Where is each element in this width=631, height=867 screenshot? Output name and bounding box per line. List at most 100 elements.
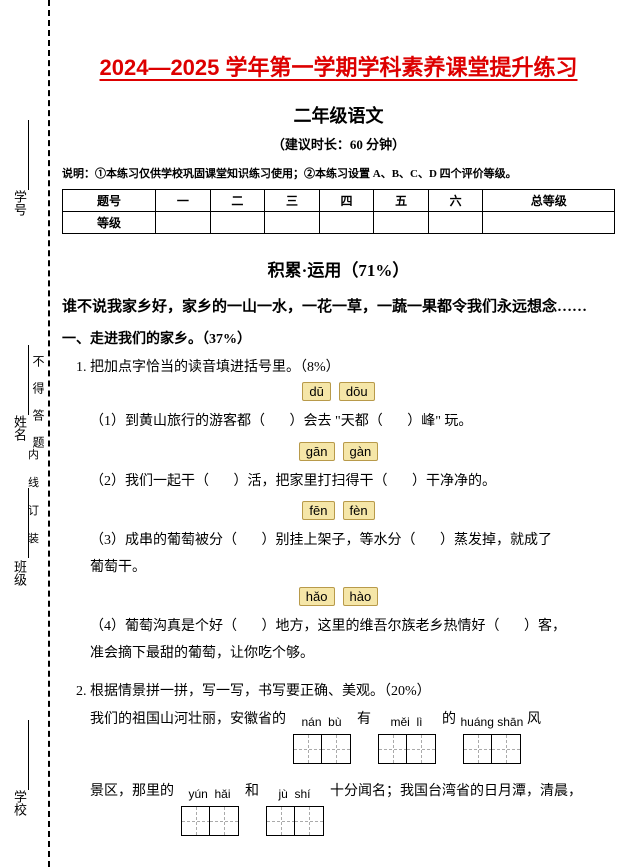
hanzi-box[interactable] (209, 806, 239, 836)
grade-subject: 二年级语文 (62, 102, 615, 128)
page-content: 2024—2025 学年第一学期学科素养课堂提升练习 二年级语文 （建议时长：6… (62, 0, 615, 867)
text: ）别挂上架子，等水分（ (262, 533, 416, 548)
item-4: （4）葡萄沟真是个好（ ）地方，这里的维吾尔族老乡热情好（ ）客， 准会摘下最甜… (90, 614, 615, 667)
text: 和 (245, 784, 259, 799)
q1-subheading: 1. 把加点字恰当的读音填进括号里。（8%） (76, 356, 615, 376)
text: 我们的祖国山河壮丽，安徽省的 (90, 712, 286, 727)
pinyin: bù (328, 715, 341, 729)
text: 景区，那里的 (90, 784, 174, 799)
duration-note: （建议时长：60 分钟） (62, 134, 615, 153)
text: 有 (357, 712, 371, 727)
pinyin: jù (278, 787, 287, 801)
item-2: （2）我们一起干（ ）活，把家里打扫得干（ ）干净净的。 (90, 469, 615, 496)
intro-text: 谁不说我家乡好，家乡的一山一水，一花一草，一蔬一果都令我们永远想念…… (62, 295, 615, 316)
hanzi-box[interactable] (406, 734, 436, 764)
hanzi-box[interactable] (321, 734, 351, 764)
label-school: 学校 (10, 790, 29, 816)
marker-ding: 订 (28, 502, 39, 518)
text: 风 (527, 712, 541, 727)
pinyin-tile: hǎo (299, 587, 335, 606)
marker-zhuang: 装 (28, 530, 39, 546)
text: （4）葡萄沟真是个好（ (90, 619, 237, 634)
pinyin-tile: gàn (343, 442, 379, 461)
underline-school (28, 720, 29, 790)
cell: 五 (374, 190, 429, 212)
pinyin-tile: hào (343, 587, 379, 606)
pinyin: yún (188, 787, 207, 801)
hanzi-box[interactable] (266, 806, 296, 836)
box-group: nán bù (291, 706, 353, 764)
cell: 六 (428, 190, 483, 212)
cell (319, 212, 374, 234)
side-label-column: 学号 姓名 班级 学校 不 得 答 题 装 订 线 内 (0, 0, 46, 867)
marker-xian: 线 (28, 474, 39, 490)
section-heading: 积累·运用（71%） (62, 256, 615, 281)
item-3: （3）成串的葡萄被分（ ）别挂上架子，等水分（ ）蒸发掉，就成了 葡萄干。 (90, 528, 615, 581)
text: （1）到黄山旅行的游客都（ (90, 414, 265, 429)
pinyin-tile: dōu (339, 382, 375, 401)
pinyin: hǎi (215, 787, 231, 801)
pinyin: měi (390, 715, 409, 729)
cell (265, 212, 320, 234)
cell: 总等级 (483, 190, 615, 212)
pinyin-tiles-3: fēn fèn (62, 501, 615, 520)
instructions-note: 说明：①本练习仅供学校巩固课堂知识练习使用；②本练习设置 A、B、C、D 四个评… (62, 165, 615, 181)
text: ）客， (524, 619, 566, 634)
q2-subheading: 2. 根据情景拼一拼，写一写，书写要正确、美观。（20%） (76, 680, 615, 700)
q1-heading: 一、走进我们的家乡。（37%） (62, 328, 615, 348)
table-row: 等级 (63, 212, 615, 234)
text: 准会摘下最甜的葡萄，让你吃个够。 (90, 646, 314, 661)
pinyin: shān (497, 715, 523, 729)
text: ）活，把家里打扫得干（ (234, 474, 388, 489)
box-group: yún hǎi (179, 778, 241, 836)
pinyin: lì (417, 715, 423, 729)
pinyin: huáng (461, 715, 494, 729)
cell: 二 (210, 190, 265, 212)
cell: 等级 (63, 212, 156, 234)
write-line-1: 我们的祖国山河壮丽，安徽省的 nán bù 有 měi lì 的 huáng s… (90, 706, 615, 764)
text: 葡萄干。 (90, 560, 146, 575)
hanzi-box[interactable] (181, 806, 211, 836)
pinyin-tile: gān (299, 442, 335, 461)
vertical-note: 不 得 答 题 (30, 355, 47, 454)
underline-class (28, 488, 29, 558)
pinyin-tile: dū (302, 382, 330, 401)
table-row: 题号 一 二 三 四 五 六 总等级 (63, 190, 615, 212)
text: （3）成串的葡萄被分（ (90, 533, 237, 548)
pinyin-tile: fēn (302, 501, 334, 520)
cell: 一 (156, 190, 211, 212)
cell (374, 212, 429, 234)
cell (428, 212, 483, 234)
text: ）地方，这里的维吾尔族老乡热情好（ (262, 619, 500, 634)
pinyin-tile: fèn (343, 501, 375, 520)
box-group: huáng shān (461, 706, 523, 764)
box-group: jù shí (264, 778, 326, 836)
label-name: 姓名 (10, 415, 29, 441)
hanzi-box[interactable] (378, 734, 408, 764)
text: （2）我们一起干（ (90, 474, 209, 489)
marker-nei: 内 (28, 446, 39, 462)
text: ）峰" 玩。 (407, 414, 472, 429)
pinyin-tiles-2: gān gàn (62, 442, 615, 461)
pinyin-tiles-1: dū dōu (62, 382, 615, 401)
underline-name (28, 345, 29, 415)
cell: 三 (265, 190, 320, 212)
item-1: （1）到黄山旅行的游客都（ ）会去 "天都（ ）峰" 玩。 (90, 409, 615, 436)
pinyin-tiles-4: hǎo hào (62, 587, 615, 606)
text: ）蒸发掉，就成了 (440, 533, 552, 548)
hanzi-box[interactable] (463, 734, 493, 764)
text: 十分闻名；我国台湾省的日月潭，清晨， (330, 784, 582, 799)
text: ）干净净的。 (412, 474, 496, 489)
pinyin: nán (301, 715, 321, 729)
cell: 题号 (63, 190, 156, 212)
page-title: 2024—2025 学年第一学期学科素养课堂提升练习 (62, 50, 615, 82)
cell: 四 (319, 190, 374, 212)
underline-student-id (28, 120, 29, 190)
box-group: měi lì (376, 706, 438, 764)
label-class: 班级 (10, 560, 29, 586)
cell (156, 212, 211, 234)
cell (483, 212, 615, 234)
hanzi-box[interactable] (491, 734, 521, 764)
hanzi-box[interactable] (294, 806, 324, 836)
hanzi-box[interactable] (293, 734, 323, 764)
